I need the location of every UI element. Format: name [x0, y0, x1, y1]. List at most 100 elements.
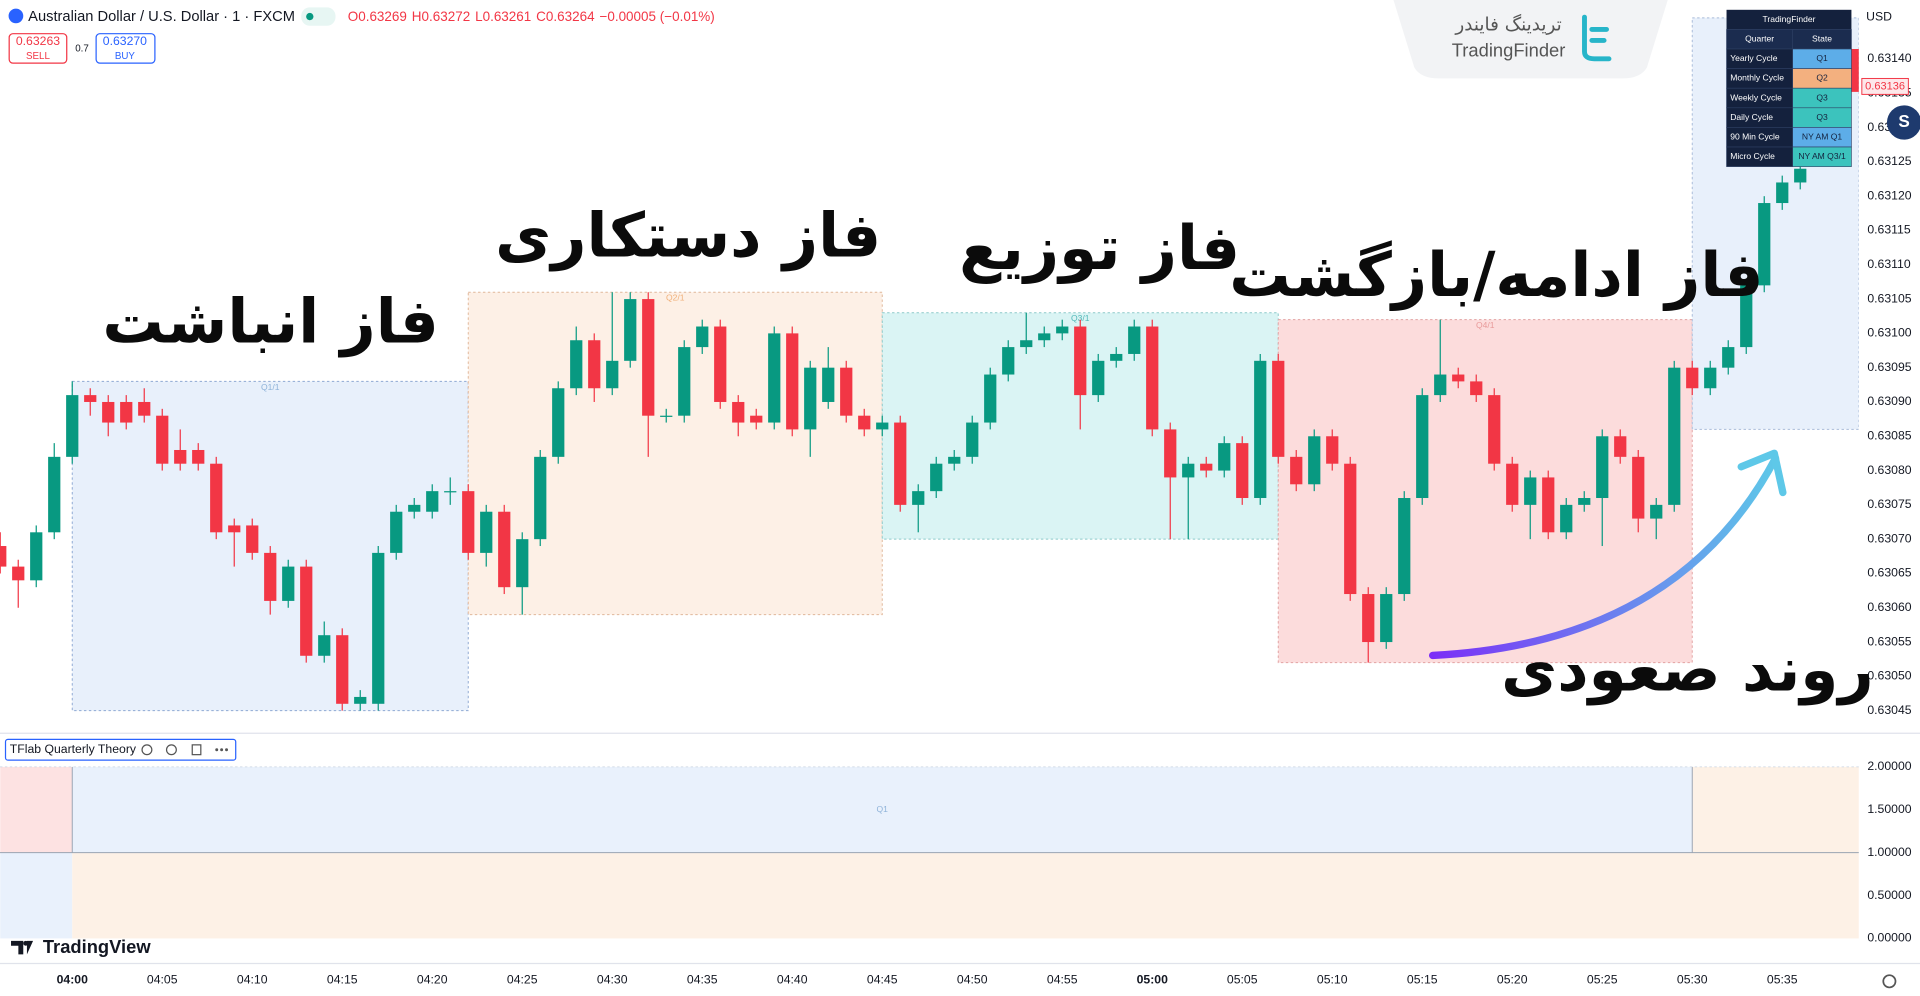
buy-label: BUY	[115, 51, 136, 62]
x-tick-label: 04:35	[687, 972, 718, 986]
state-text: Q3	[1816, 92, 1828, 102]
cycle-band	[1692, 766, 1859, 853]
delete-icon[interactable]	[191, 744, 202, 756]
y-tick-label: 0.63100	[1867, 326, 1911, 340]
indicator-tick-label: 1.00000	[1867, 845, 1911, 859]
candle-body	[894, 422, 907, 505]
y-tick-label: 0.63090	[1867, 394, 1911, 408]
candle-body	[1074, 326, 1087, 396]
candle-body	[1218, 443, 1231, 471]
x-tick-label: 04:40	[777, 972, 808, 986]
sell-button[interactable]	[8, 33, 68, 64]
trend-arrow	[1428, 449, 1787, 660]
phase-annotation: فاز انباشت	[102, 286, 439, 357]
y-tick-label: 0.63085	[1867, 429, 1911, 443]
axes: USD 0.63045 0.63050 0.63055 0.63060 0.63065 0.…	[57, 9, 1912, 986]
candle-body	[678, 347, 691, 416]
table-title-bg	[1726, 9, 1852, 30]
candle-body	[750, 415, 763, 423]
y-tick-label: 0.63115	[1867, 223, 1911, 237]
logo-icon	[1582, 14, 1612, 62]
indicator-legend-box[interactable]	[4, 738, 237, 761]
more-icon[interactable]	[215, 748, 228, 752]
candle-body	[1254, 360, 1267, 499]
y-tick-label: 0.63065	[1867, 566, 1911, 580]
candle-body	[1632, 456, 1645, 519]
candle-body	[1650, 504, 1663, 519]
candle-body	[840, 367, 853, 416]
cycle-text: Yearly Cycle	[1730, 53, 1777, 63]
last-price-box	[1861, 77, 1909, 95]
side-widget[interactable]	[1886, 105, 1920, 140]
sell-price: 0.63263	[16, 34, 60, 48]
indicator-pane: Q1 0.00000 0.50000 1.00000 1.50000 2.00000	[0, 759, 1912, 945]
candle-body	[1164, 429, 1177, 478]
eye-icon[interactable]	[141, 744, 153, 756]
candle-body	[1470, 381, 1483, 396]
ohlc-part: H0.63272	[412, 9, 470, 24]
x-tick-label: 05:10	[1317, 972, 1348, 986]
status-table: TradingFinder Quarter State Yearly Cycle Q1 M…	[1726, 9, 1852, 167]
spread: 0.7	[75, 44, 89, 55]
candle-body	[30, 532, 43, 581]
candle-body	[444, 491, 457, 493]
candle-body	[768, 333, 781, 423]
y-tick-label: 0.63095	[1867, 360, 1911, 374]
logo-en: TradingFinder	[1452, 39, 1566, 60]
quarter-zone	[1277, 319, 1693, 664]
side-widget-icon: S	[1898, 111, 1909, 131]
candle-body	[732, 401, 745, 423]
phase-annotation: فاز ادامه/بازگشت	[1229, 240, 1763, 311]
y-tick-label: 0.63060	[1867, 600, 1911, 614]
candle-body	[282, 566, 295, 601]
candle-body	[1434, 374, 1447, 396]
indicator-tick-label: 1.50000	[1867, 802, 1911, 816]
candle-body	[12, 566, 25, 581]
candle-body	[480, 511, 493, 553]
candle-body	[1362, 594, 1375, 643]
phase-annotation: فاز توزیع	[959, 213, 1240, 284]
candle-body	[948, 456, 961, 464]
logo-fa: تریدینگ فایندر	[1454, 14, 1561, 36]
candle-body	[786, 333, 799, 430]
symbol: Australian Dollar / U.S. Dollar · 1 · FX…	[28, 9, 295, 25]
settings-icon[interactable]	[165, 744, 177, 756]
candle-body	[300, 566, 313, 656]
state-text: Q3	[1816, 112, 1828, 122]
status-pill	[301, 7, 336, 26]
candle-body	[660, 415, 673, 417]
candle-body	[858, 415, 871, 430]
candle-body	[228, 525, 241, 533]
candle-body	[912, 491, 925, 505]
axis-settings[interactable]	[1882, 974, 1897, 989]
cycle-text: 90 Min Cycle	[1730, 131, 1780, 141]
candle-body	[1614, 436, 1627, 457]
y-tick-label: 0.63055	[1867, 634, 1911, 648]
candle-body	[66, 395, 79, 457]
candle-body	[1506, 463, 1519, 505]
buy-button[interactable]	[95, 33, 156, 64]
last-price-label: 0.63136	[1865, 80, 1905, 92]
cycle-text: Micro Cycle	[1730, 151, 1775, 161]
candle-body	[804, 367, 817, 430]
x-tick-label: 05:30	[1677, 972, 1708, 986]
candle-body	[984, 374, 997, 423]
candle-body	[192, 449, 205, 464]
candle-body	[1380, 594, 1393, 643]
candle-body	[1686, 367, 1699, 389]
candle-body	[1272, 360, 1285, 457]
candle-body	[1398, 498, 1411, 595]
candle-body	[48, 456, 61, 533]
candle-body	[462, 491, 475, 553]
y-tick-label: 0.63125	[1867, 154, 1911, 168]
candle-body	[1002, 347, 1015, 375]
table-header: State	[1812, 33, 1832, 43]
candle-body	[246, 525, 259, 553]
y-tick-label: 0.63070	[1867, 531, 1911, 545]
candle-body	[1740, 285, 1753, 348]
buy-price: 0.63270	[103, 34, 147, 48]
arrow-head	[1737, 449, 1787, 497]
candle-body	[1200, 463, 1213, 471]
phase-annotation: روند صعودی	[1501, 634, 1873, 705]
currency-label: USD	[1866, 9, 1892, 23]
